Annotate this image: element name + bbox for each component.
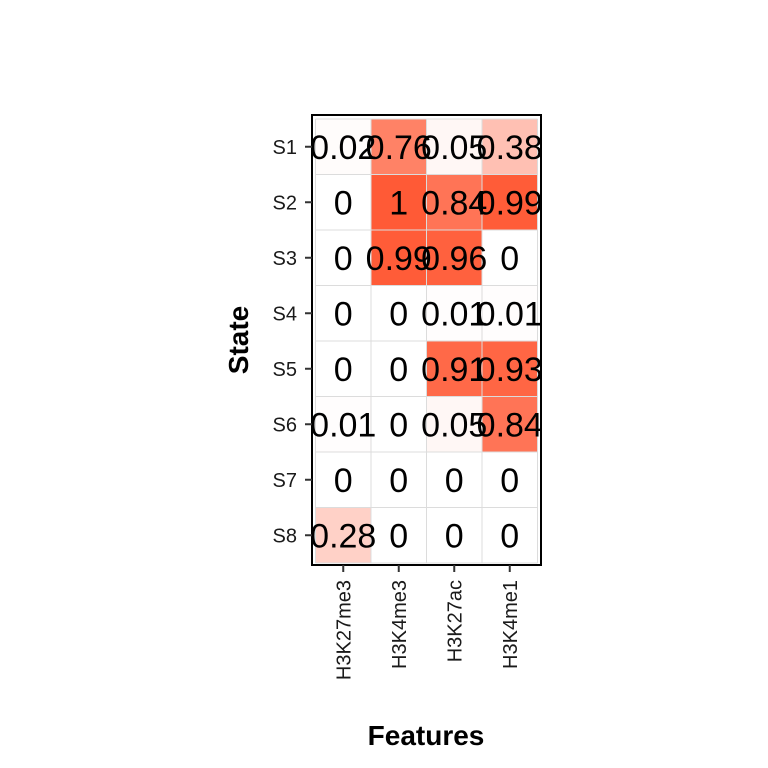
cell-value-label: 0.84 [477, 406, 543, 444]
cell-value-label: 0 [334, 351, 353, 389]
heatmap-cell [315, 230, 371, 286]
heatmap-cell [371, 341, 427, 397]
y-axis-title: State [223, 306, 254, 374]
heatmap-cell [426, 507, 482, 563]
heatmap-cell [426, 396, 482, 452]
heatmap-cell [482, 230, 538, 286]
cell-value-label: 0.02 [310, 129, 376, 167]
heatmap-cell [426, 341, 482, 397]
cell-value-label: 0 [445, 462, 464, 500]
x-axis-title: Features [368, 720, 485, 751]
cell-value-label: 0.76 [366, 129, 432, 167]
y-tick-label: S3 [273, 248, 297, 270]
heatmap-cell [426, 230, 482, 286]
x-tick-label: H3K27ac [444, 580, 466, 662]
cell-value-label: 0 [500, 462, 519, 500]
heatmap-cell [426, 174, 482, 230]
heatmap-cell [371, 452, 427, 508]
heatmap-cell [315, 507, 371, 563]
cell-value-label: 0 [334, 184, 353, 222]
cell-value-label: 1 [389, 184, 408, 222]
y-tick-label: S1 [273, 137, 297, 159]
heatmap-cell [371, 230, 427, 286]
y-tick-label: S7 [273, 470, 297, 492]
x-tick-label: H3K4me1 [500, 580, 522, 669]
cell-value-label: 0 [500, 240, 519, 278]
cell-value-label: 0 [389, 517, 408, 555]
heatmap-cell [315, 452, 371, 508]
heatmap-cell [315, 341, 371, 397]
heatmap-cell [426, 452, 482, 508]
heatmap-cell [315, 119, 371, 175]
cell-value-label: 0.38 [477, 129, 543, 167]
heatmap-cell [315, 174, 371, 230]
y-tick-label: S6 [273, 414, 297, 436]
heatmap-cell [315, 396, 371, 452]
cell-value-label: 0.91 [421, 351, 487, 389]
cell-value-label: 0.05 [421, 406, 487, 444]
heatmap-cell [315, 285, 371, 341]
cell-value-label: 0.01 [310, 406, 376, 444]
cell-value-label: 0.99 [366, 240, 432, 278]
y-axis: S1 S2 S3 S4 S5 S6 S7 S8 [273, 137, 312, 547]
grid-lines [315, 118, 538, 564]
cell-value-label: 0.01 [477, 295, 543, 333]
x-axis: H3K27me3 H3K4me3 H3K27ac H3K4me1 [333, 565, 522, 680]
heatmap-cell [482, 174, 538, 230]
heatmap-cell [426, 119, 482, 175]
cell-value-label: 0 [389, 462, 408, 500]
cell-value-label: 0.93 [477, 351, 543, 389]
cell-value-labels: 0.020.760.050.380 1 0.840.990 0.990.96 00 0 0.… [310, 129, 543, 556]
heatmap-cell [371, 396, 427, 452]
heatmap-cell [482, 396, 538, 452]
heatmap-cell [371, 507, 427, 563]
heatmap-cell [371, 285, 427, 341]
cell-value-label: 0 [334, 295, 353, 333]
cell-value-label: 0 [389, 295, 408, 333]
heatmap-cell [482, 285, 538, 341]
heatmap-cell [371, 119, 427, 175]
cell-value-label: 0.84 [421, 184, 487, 222]
y-tick-label: S2 [273, 192, 297, 214]
heatmap-cell [482, 341, 538, 397]
cell-value-label: 0.99 [477, 184, 543, 222]
cell-value-label: 0 [389, 406, 408, 444]
cell-value-label: 0 [500, 517, 519, 555]
cell-value-label: 0 [389, 351, 408, 389]
cell-value-label: 0.28 [310, 517, 376, 555]
y-tick-label: S8 [273, 525, 297, 547]
heatmap-cell [482, 119, 538, 175]
y-tick-label: S4 [273, 303, 297, 325]
cell-value-label: 0.01 [421, 295, 487, 333]
x-tick-label: H3K4me3 [389, 580, 411, 669]
cell-value-label: 0 [445, 517, 464, 555]
heatmap-cell [426, 285, 482, 341]
cell-value-label: 0 [334, 462, 353, 500]
plot-panel-border [311, 114, 542, 566]
cell-value-label: 0.96 [421, 240, 487, 278]
cell-value-label: 0.05 [421, 129, 487, 167]
cell-value-label: 0 [334, 240, 353, 278]
heatmap-cell [482, 507, 538, 563]
x-tick-label: H3K27me3 [333, 580, 355, 680]
y-tick-label: S5 [273, 359, 297, 381]
heatmap-cell [482, 452, 538, 508]
heatmap-cells [315, 119, 538, 563]
heatmap-cell [371, 174, 427, 230]
